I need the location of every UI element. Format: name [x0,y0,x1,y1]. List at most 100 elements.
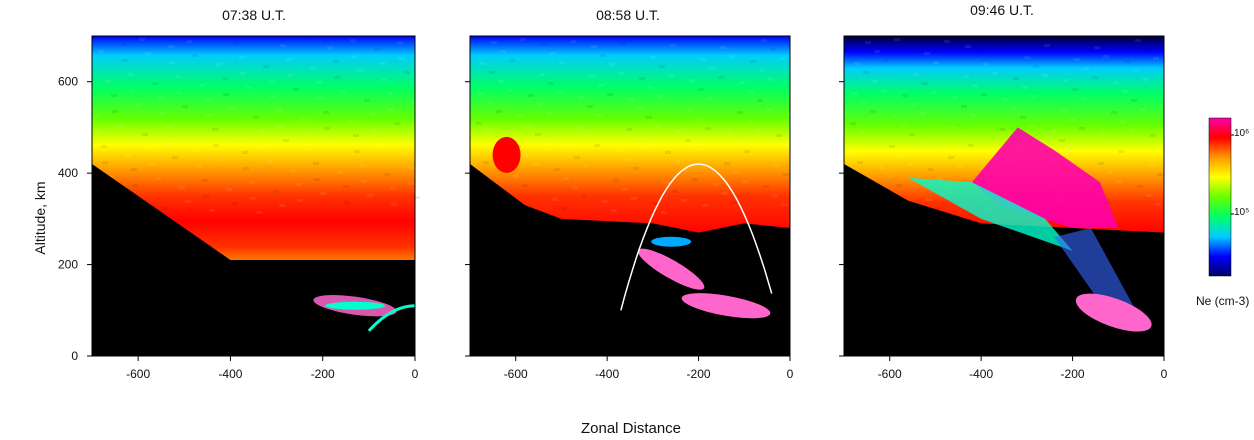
texture-mark [205,98,211,101]
texture-mark [661,211,667,214]
texture-mark [1129,129,1135,132]
x-tick-label: -600 [878,367,902,381]
texture-mark [380,62,386,65]
texture-mark [596,114,602,117]
texture-mark [944,40,950,43]
texture-mark [746,120,752,123]
texture-mark [883,59,889,62]
texture-mark [681,199,687,202]
colorbar-tick-mid: 10⁵ [1234,207,1250,218]
texture-mark [696,118,702,121]
texture-mark [578,96,584,99]
texture-mark [939,147,945,150]
texture-mark [377,143,383,146]
texture-mark [1068,148,1074,151]
texture-mark [744,150,750,153]
texture-mark [297,199,303,202]
texture-mark [478,92,484,95]
texture-mark [572,186,578,189]
texture-mark [1118,150,1124,153]
texture-mark [924,52,930,55]
texture-mark [726,132,732,135]
texture-mark [594,144,600,147]
texture-mark [722,192,728,195]
texture-mark [414,196,420,199]
texture-mark [314,178,320,181]
texture-mark [602,200,608,203]
texture-mark [1083,67,1089,70]
texture-mark [266,160,272,163]
texture-mark [852,92,858,95]
texture-mark [520,38,526,41]
texture-mark [928,168,934,171]
texture-mark [859,131,865,134]
texture-mark [902,94,908,97]
texture-mark [865,41,871,44]
texture-mark [668,74,674,77]
texture-mark [310,67,316,70]
texture-mark [290,169,296,172]
panel-1: -600 -400 -200 0 0 200 400 600 [58,35,420,381]
texture-mark [101,145,107,148]
texture-mark [169,61,175,64]
texture-mark [344,201,350,204]
texture-mark [213,144,219,147]
texture-mark [622,188,628,191]
x-tick-label: -400 [218,367,242,381]
texture-mark [554,168,560,171]
texture-mark [370,113,376,116]
plume-patch [651,236,692,247]
texture-mark [731,201,737,204]
texture-mark [900,124,906,127]
texture-mark [243,167,249,170]
texture-mark [1124,60,1130,63]
texture-mark [881,89,887,92]
texture-mark [907,163,913,166]
texture-mark [111,94,117,97]
x-tick-label: 0 [787,367,794,381]
texture-mark [655,125,661,128]
texture-mark [915,43,921,46]
texture-mark [729,55,735,58]
texture-mark [491,41,497,44]
texture-mark [557,91,563,94]
texture-mark [687,109,693,112]
texture-mark [209,209,215,212]
texture-mark [933,61,939,64]
texture-mark [277,125,283,128]
texture-mark [694,148,700,151]
texture-mark [1142,78,1148,81]
texture-mark [166,142,172,145]
texture-mark [483,161,489,164]
texture-mark [1059,139,1065,142]
plume-patch [908,177,1073,251]
texture-mark [1031,95,1037,98]
texture-mark [918,142,924,145]
texture-mark [203,195,209,198]
texture-mark [179,186,185,189]
texture-mark [411,101,417,104]
texture-mark [870,110,876,113]
texture-mark [1050,130,1056,133]
colorbar-tick-top: 10⁶ [1234,128,1250,139]
texture-mark [192,54,198,57]
texture-mark [139,38,145,41]
x-tick-label: -200 [687,367,711,381]
texture-mark [196,165,202,168]
texture-mark [692,178,698,181]
texture-mark [226,188,232,191]
texture-mark [132,184,138,187]
texture-mark [1013,77,1019,80]
texture-mark [390,187,396,190]
texture-mark [148,147,154,150]
texture-mark [259,130,265,133]
texture-mark [785,143,791,146]
texture-mark [98,50,104,53]
texture-mark [742,180,748,183]
texture-mark [229,107,235,110]
texture-mark [570,40,576,43]
texture-mark [1070,118,1076,121]
texture-mark [1094,46,1100,49]
texture-mark [887,175,893,178]
texture-mark [172,156,178,159]
